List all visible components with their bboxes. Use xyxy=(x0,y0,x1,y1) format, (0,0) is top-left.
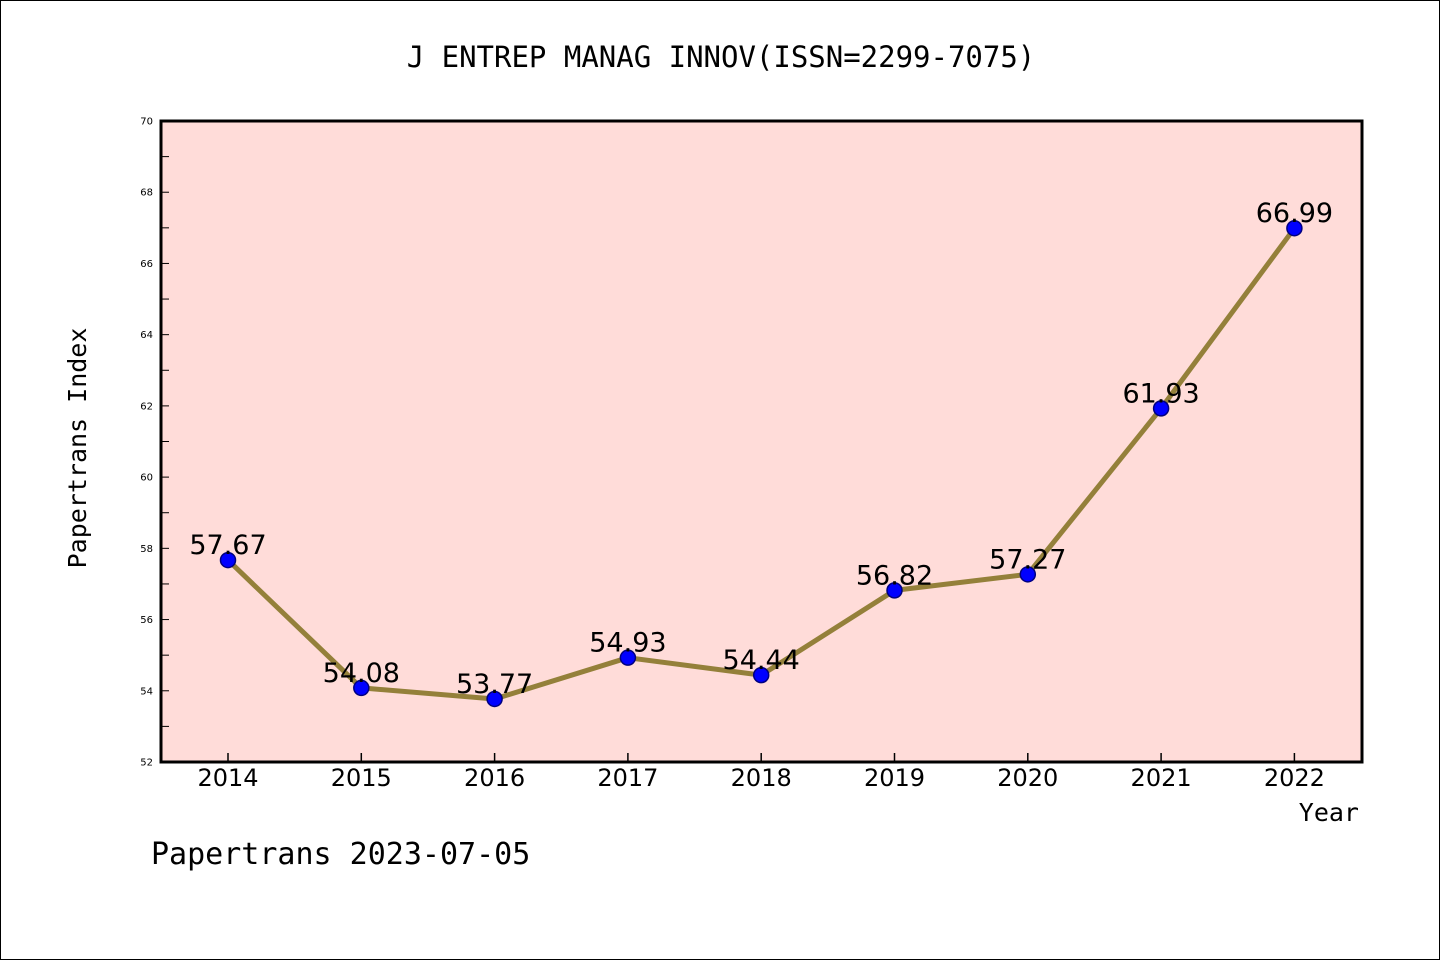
y-axis-label: Papertrans Index xyxy=(63,328,92,569)
data-label: 61.93 xyxy=(1122,378,1199,409)
x-tick-label: 2014 xyxy=(197,764,258,792)
x-tick-label: 2019 xyxy=(864,764,925,792)
plot-area xyxy=(161,121,1362,762)
data-point xyxy=(886,582,903,599)
x-tick-label: 2016 xyxy=(464,764,525,792)
data-point xyxy=(619,649,637,666)
x-tick-label: 2021 xyxy=(1131,764,1192,792)
data-point xyxy=(486,690,503,708)
plot-border xyxy=(159,119,1364,764)
data-label: 57.27 xyxy=(989,544,1066,575)
y-tick-label: 58 xyxy=(140,544,153,555)
y-tick-label: 62 xyxy=(140,401,153,412)
x-tick-label: 2018 xyxy=(731,764,792,792)
data-label: 57.67 xyxy=(189,530,266,561)
data-label: 53.77 xyxy=(456,669,533,700)
data-point xyxy=(1019,566,1037,583)
x-tick-label: 2020 xyxy=(997,764,1058,792)
y-tick-label: 68 xyxy=(140,188,153,199)
y-tick-label: 52 xyxy=(140,758,153,769)
data-labels: 57.67 54.08 53.77 54.93 54.44 56.82 57.27 61.93… xyxy=(189,198,1333,700)
x-axis-ticks: 2014 2015 2016 2017 2018 2019 2020 2021 2022 xyxy=(197,753,1325,792)
data-point xyxy=(219,551,237,569)
y-tick-label: 66 xyxy=(140,259,153,270)
y-tick-label: 70 xyxy=(140,117,153,128)
data-label: 54.44 xyxy=(723,645,800,676)
data-label: 54.08 xyxy=(323,658,400,689)
y-tick-label: 56 xyxy=(140,615,153,626)
data-point xyxy=(353,679,370,697)
x-tick-label: 2022 xyxy=(1264,764,1325,792)
data-point xyxy=(752,666,770,684)
chart-title: J ENTREP MANAG INNOV(ISSN=2299-7075) xyxy=(407,40,1036,74)
data-label: 54.93 xyxy=(589,628,666,659)
y-tick-label: 54 xyxy=(140,686,153,697)
data-point xyxy=(1286,219,1303,237)
x-axis-label: Year xyxy=(1299,798,1359,827)
x-tick-label: 2015 xyxy=(331,764,392,792)
data-point xyxy=(1152,400,1170,417)
y-tick-label: 64 xyxy=(140,330,153,341)
x-tick-label: 2017 xyxy=(597,764,658,792)
footer-date-label: Papertrans 2023-07-05 xyxy=(151,837,530,872)
y-tick-label: 60 xyxy=(140,473,153,484)
data-label: 56.82 xyxy=(856,560,933,591)
data-points xyxy=(219,219,1303,708)
data-label: 66.99 xyxy=(1256,198,1333,229)
